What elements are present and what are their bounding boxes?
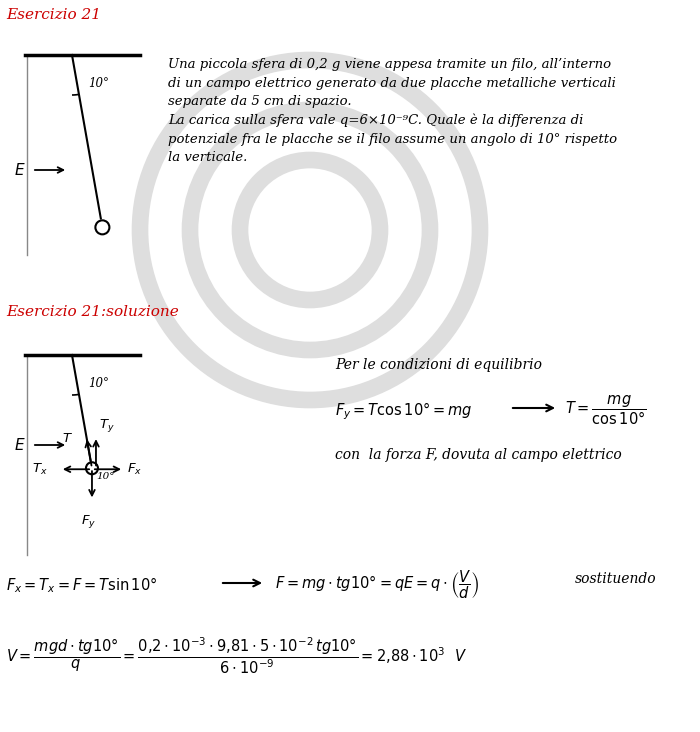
Circle shape — [95, 220, 109, 234]
Text: $T = \dfrac{mg}{\cos10°}$: $T = \dfrac{mg}{\cos10°}$ — [565, 393, 647, 427]
Text: 10°: 10° — [88, 377, 109, 390]
Text: con  la forza F, dovuta al campo elettrico: con la forza F, dovuta al campo elettric… — [335, 448, 622, 462]
Text: 10°: 10° — [96, 472, 115, 481]
Text: Esercizio 21: Esercizio 21 — [6, 8, 101, 22]
Text: $T$: $T$ — [62, 432, 74, 445]
Text: 10°: 10° — [88, 77, 109, 90]
Text: $V = \dfrac{mgd \cdot tg10°}{q} = \dfrac{0{,}2 \cdot 10^{-3} \cdot 9{,}81 \cdot : $V = \dfrac{mgd \cdot tg10°}{q} = \dfrac… — [6, 635, 467, 676]
Text: $T_x$: $T_x$ — [32, 462, 48, 477]
Text: Una piccola sfera di 0,2 g viene appesa tramite un filo, all’interno
di un campo: Una piccola sfera di 0,2 g viene appesa … — [168, 58, 617, 164]
Text: $T_y$: $T_y$ — [99, 417, 115, 434]
Circle shape — [86, 462, 98, 474]
Text: sostituendo: sostituendo — [575, 572, 657, 586]
Text: $F = mg \cdot tg10° = qE = q \cdot \left(\dfrac{V}{d}\right)$: $F = mg \cdot tg10° = qE = q \cdot \left… — [275, 568, 480, 600]
Text: $F_y = T\cos10° = mg$: $F_y = T\cos10° = mg$ — [335, 400, 473, 422]
Text: $F_y$: $F_y$ — [81, 513, 97, 530]
Text: $F_x = T_x = F = T\sin10°$: $F_x = T_x = F = T\sin10°$ — [6, 575, 158, 594]
Text: Esercizio 21:soluzione: Esercizio 21:soluzione — [6, 305, 178, 319]
Text: Per le condizioni di equilibrio: Per le condizioni di equilibrio — [335, 358, 542, 372]
Text: $E$: $E$ — [14, 437, 26, 453]
Text: $E$: $E$ — [14, 162, 26, 178]
Text: $F_x$: $F_x$ — [127, 462, 142, 477]
